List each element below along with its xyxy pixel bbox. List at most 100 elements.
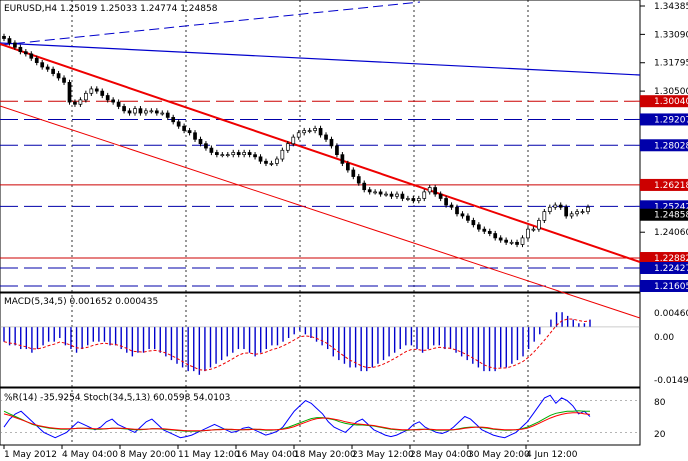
price-tick-label: 1.30500 [654,87,688,97]
candle-body [34,57,39,63]
candle-body [160,112,165,115]
candle-body [335,145,339,156]
candle-body [531,228,536,231]
time-axis: 1 May 2012 4 May 04:00 8 May 20:00 11 May 1… [3,445,578,460]
candle-body [422,191,427,199]
candle-body [264,160,268,164]
trend-lines[interactable] [0,1,641,319]
candle-body [23,51,28,55]
candle-body [100,90,105,96]
candle-body [427,187,432,193]
candle-body [176,121,181,127]
candle-body [575,211,579,215]
level-label: 1.25242 [654,202,688,212]
time-tick-label: 4 May 04:00 [62,450,118,460]
candle-body [84,92,88,101]
candle-body [509,241,514,244]
candle-body [105,95,110,101]
candle-body [204,143,208,149]
candle-body [416,198,421,202]
candle-body [362,182,367,191]
macd-tick-zero: 0.00 [654,333,674,343]
candle-body [242,152,246,156]
candle-body [395,193,399,197]
candle-body [182,125,186,131]
main-price-panel[interactable] [0,0,641,293]
time-tick-label: 28 May 04:00 [410,450,472,460]
period-separators [71,0,529,445]
candle-body [318,128,323,136]
candle-body [406,198,410,200]
candle-body [515,241,519,245]
candle-body [215,152,219,156]
level-label-bg [640,280,688,292]
candle-body [154,110,159,114]
candle-body [526,228,530,239]
macd-panel[interactable] [0,292,641,388]
candle-body [285,143,290,151]
candle-body [280,149,285,160]
candle-body [586,206,590,212]
candle-body [149,110,154,113]
candle-body [324,134,328,140]
candle-body [269,163,274,165]
candle-body [547,206,552,212]
candle-body [171,117,176,123]
candle-body [225,154,230,157]
lower-red-trend-line[interactable] [0,105,641,319]
macd-title: MACD(5,34,5) 0.001652 0.000435 [4,297,158,307]
candle-body [13,42,17,48]
price-tick-label: 1.24060 [654,228,688,238]
level-label: 1.22882 [654,254,688,264]
candle-body [307,130,312,132]
candle-body [258,156,263,162]
upper-blue-trend-line[interactable] [0,42,641,76]
candle-body [62,77,66,83]
level-label-bg [640,178,688,191]
candle-body [7,38,12,44]
candle-body [389,193,394,197]
candle-body [236,152,241,156]
candle-body [56,73,61,79]
macd-tick-bottom: -0.014949 [654,376,688,386]
macd-signal-line [3,318,591,371]
candle-body [356,176,361,184]
candle-body [466,215,470,221]
level-labels: 1.30040 1.29207 1.28028 1.26218 1.252421.248… [640,95,688,292]
upper-blue-dashed-line[interactable] [0,1,421,46]
candle-body [67,82,72,103]
candle-body [367,189,372,193]
candle-body [444,198,448,206]
candle-body [313,128,317,131]
time-tick-label: 18 May 20:00 [294,450,356,460]
main-red-trend-line[interactable] [0,43,641,263]
candle-body [209,147,214,153]
candle-body [346,163,350,171]
candle-body [569,213,574,217]
candle-body [580,211,585,213]
stoch-panel[interactable] [0,387,641,446]
candle-body [116,101,121,107]
candle-body [296,132,301,138]
level-label: 1.24858 [654,211,688,221]
candle-body [198,138,203,145]
candle-body [51,68,55,74]
candle-body [220,154,225,157]
candle-body [476,224,481,230]
candle-body [438,193,443,199]
candle-body [253,154,257,158]
candle-body [291,136,296,145]
candle-body [18,46,23,53]
price-candles [2,33,590,248]
macd-tick-top: 0.004601 [654,309,688,319]
candle-body [73,101,77,105]
candle-body [482,228,487,232]
candle-body [433,187,438,195]
candle-body [542,211,547,221]
candle-body [400,193,405,199]
time-tick-label: 23 May 12:00 [352,450,414,460]
candle-body [275,158,279,164]
candle-body [487,230,492,234]
stoch-tick-20: 20 [654,430,666,440]
